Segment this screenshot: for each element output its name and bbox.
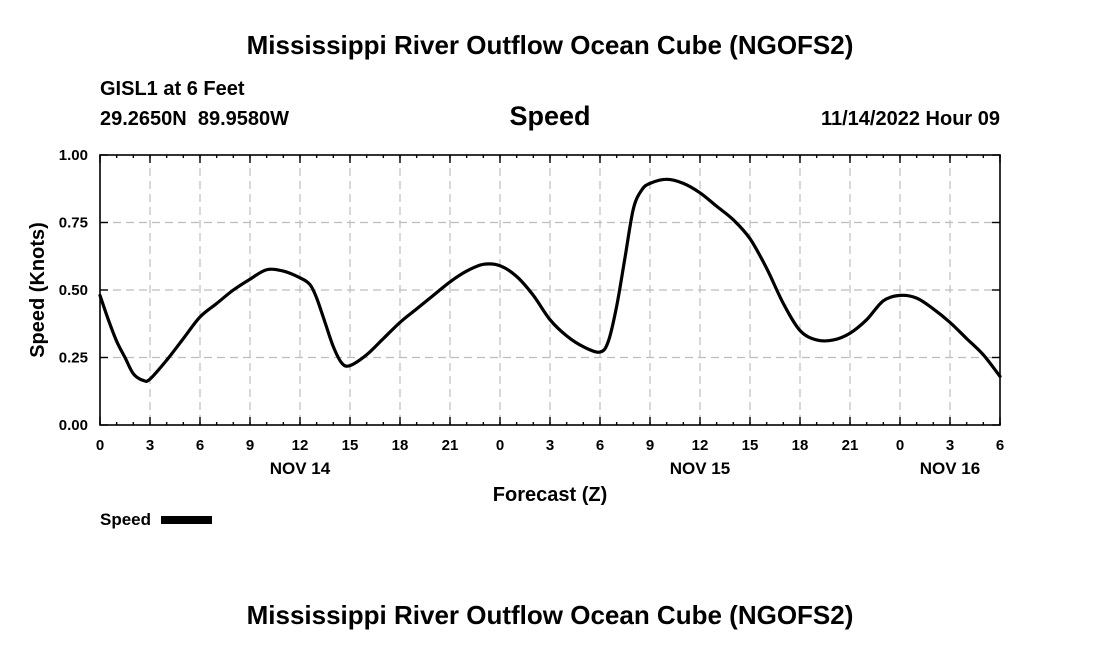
footer-title: Mississippi River Outflow Ocean Cube (NG… bbox=[247, 600, 854, 630]
plot-area bbox=[98, 154, 1002, 426]
x-tick-label: 0 bbox=[896, 437, 904, 454]
page-title: Mississippi River Outflow Ocean Cube (NG… bbox=[247, 30, 854, 60]
variable-title: Speed bbox=[509, 101, 590, 131]
x-tick-label: 15 bbox=[342, 437, 359, 454]
x-tick-label: 3 bbox=[546, 437, 554, 454]
y-tick-label: 0.25 bbox=[59, 350, 88, 367]
station-label: GISL1 at 6 Feet bbox=[100, 78, 245, 100]
x-tick-label: 6 bbox=[596, 437, 604, 454]
x-tick-label: 12 bbox=[292, 437, 309, 454]
legend: Speed bbox=[100, 510, 212, 529]
legend-swatch bbox=[161, 516, 212, 524]
forecast-datetime: 11/14/2022 Hour 09 bbox=[821, 108, 1000, 130]
y-tick-label: 0.75 bbox=[59, 215, 88, 232]
x-tick-label: 21 bbox=[842, 437, 859, 454]
x-tick-label: 9 bbox=[246, 437, 254, 454]
series-layer bbox=[98, 177, 1002, 383]
y-axis-label: Speed (Knots) bbox=[27, 222, 49, 358]
legend-label: Speed bbox=[100, 510, 151, 529]
station-coordinates: 29.2650N 89.9580W bbox=[100, 108, 289, 130]
x-day-label: NOV 14 bbox=[270, 459, 331, 478]
axis-ticks bbox=[99, 154, 1001, 426]
x-tick-label: 6 bbox=[196, 437, 204, 454]
x-tick-label: 12 bbox=[692, 437, 709, 454]
grid-lines bbox=[100, 155, 1000, 425]
x-day-label: NOV 16 bbox=[920, 459, 980, 478]
x-day-label: NOV 15 bbox=[670, 459, 730, 478]
y-tick-label: 0.50 bbox=[59, 282, 88, 299]
x-tick-label: 3 bbox=[146, 437, 154, 454]
x-tick-label: 6 bbox=[996, 437, 1004, 454]
x-axis-label: Forecast (Z) bbox=[493, 484, 607, 506]
x-tick-label: 15 bbox=[742, 437, 759, 454]
x-tick-label: 9 bbox=[646, 437, 654, 454]
x-tick-label: 21 bbox=[442, 437, 459, 454]
x-tick-label: 0 bbox=[96, 437, 104, 454]
x-tick-label: 3 bbox=[946, 437, 954, 454]
x-tick-label: 18 bbox=[392, 437, 409, 454]
y-tick-label: 1.00 bbox=[59, 147, 88, 164]
series-line-speed bbox=[98, 177, 1002, 383]
x-tick-label: 0 bbox=[496, 437, 504, 454]
x-tick-label: 18 bbox=[792, 437, 809, 454]
y-tick-label: 0.00 bbox=[59, 417, 88, 434]
